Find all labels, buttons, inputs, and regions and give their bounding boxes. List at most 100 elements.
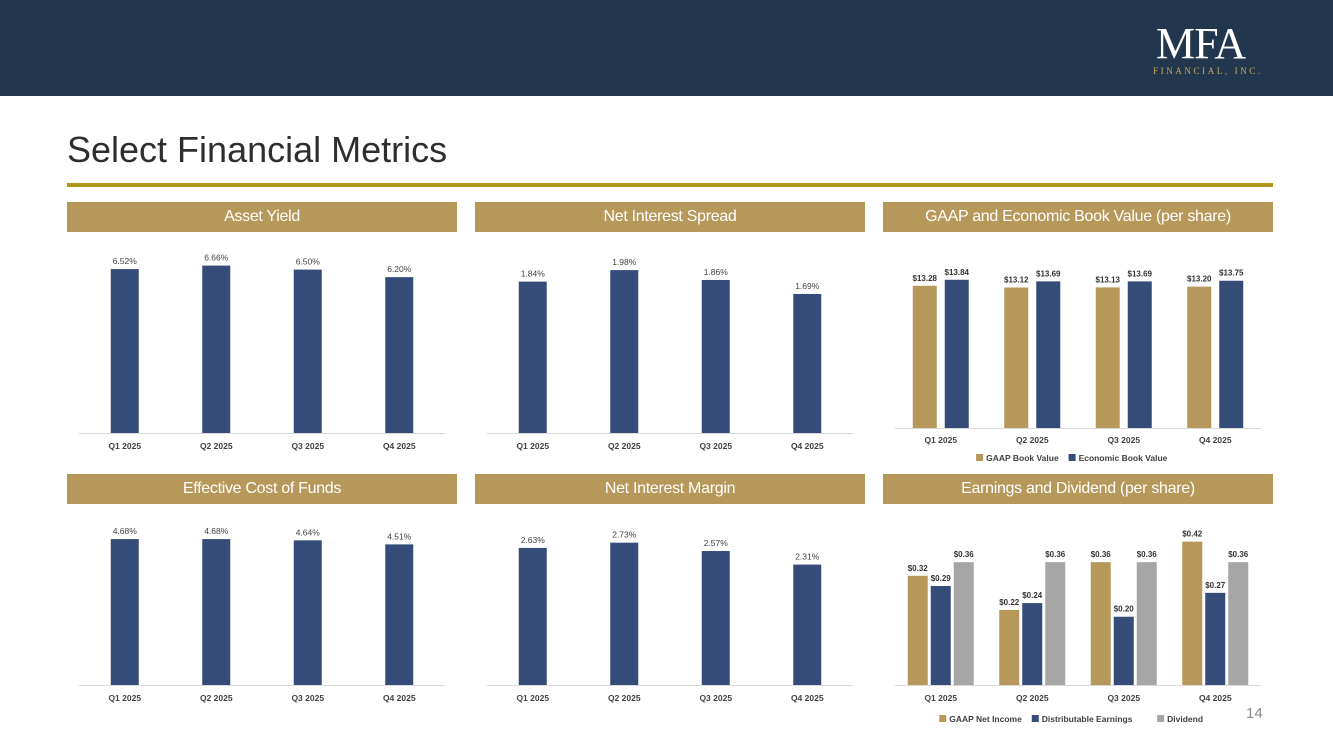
legend-swatch-gaap-book-value: [976, 454, 984, 461]
tick-label-q4-2025: Q4 2025: [791, 693, 824, 703]
data-label-gaap-book-value-q4-2025: $13.20: [1187, 275, 1212, 284]
data-label-net-interest-spread-q3-2025: 1.86%: [704, 267, 729, 277]
bar-net-interest-spread-q4-2025: [793, 293, 822, 433]
bar-asset-yield-q4-2025: [385, 277, 414, 433]
bar-asset-yield-q3-2025: [293, 269, 322, 433]
data-label-dividend-q2-2025: $0.36: [1045, 550, 1066, 559]
bar-dividend-q3-2025: [1136, 562, 1157, 685]
bar-gaap-net-income-q1-2025: [907, 575, 928, 685]
tick-label-q1-2025: Q1 2025: [516, 441, 549, 451]
data-label-distributable-earnings-q2-2025: $0.24: [1022, 591, 1043, 600]
net-interest-spread-chart: 1.84% Q1 2025 1.98% Q2 2025 1.86% Q3 2025 1.69…: [487, 257, 853, 451]
tick-label-q3-2025: Q3 2025: [699, 693, 732, 703]
legend-label-gaap-book-value: GAAP Book Value: [986, 453, 1059, 463]
legend-label-gaap-net-income: GAAP Net Income: [949, 714, 1022, 724]
tick-label-q2-2025: Q2 2025: [608, 693, 641, 703]
data-label-gaap-net-income-q4-2025: $0.42: [1182, 530, 1203, 539]
tick-label-q2-2025: Q2 2025: [608, 441, 641, 451]
data-label-dividend-q3-2025: $0.36: [1137, 550, 1158, 559]
logo-subtitle: FINANCIAL, INC.: [1153, 66, 1263, 76]
cost-of-funds-chart: 4.68% Q1 2025 4.68% Q2 2025 4.64% Q3 2025 4.51…: [79, 526, 445, 703]
tick-label-q2-2025: Q2 2025: [200, 441, 233, 451]
panel-header-book-value: GAAP and Economic Book Value (per share): [883, 202, 1273, 232]
bar-distributable-earnings-q1-2025: [930, 586, 951, 685]
data-label-distributable-earnings-q1-2025: $0.29: [931, 574, 952, 583]
company-logo: MFA FINANCIAL, INC.: [1150, 20, 1275, 82]
book-value-chart: $13.28 $13.84 Q1 2025 $13.12 $13.69 Q2 2025 $1…: [895, 268, 1261, 463]
tick-label-q4-2025: Q4 2025: [791, 441, 824, 451]
tick-label-q1-2025: Q1 2025: [108, 441, 141, 451]
bar-gaap-book-value-q2-2025: [1004, 287, 1029, 428]
panel-header-net-interest-margin: Net Interest Margin: [475, 474, 865, 504]
header-bar: MFA FINANCIAL, INC.: [0, 0, 1333, 96]
bar-net-interest-margin-q2-2025: [610, 542, 639, 685]
data-label-economic-book-value-q3-2025: $13.69: [1128, 269, 1153, 278]
bar-dividend-q1-2025: [953, 562, 974, 685]
tick-label-q3-2025: Q3 2025: [1107, 693, 1140, 703]
bar-distributable-earnings-q2-2025: [1022, 603, 1043, 685]
legend-swatch-distributable-earnings: [1031, 715, 1039, 722]
data-label-asset-yield-q3-2025: 6.50%: [296, 257, 321, 267]
legend-swatch-economic-book-value: [1068, 454, 1076, 461]
data-label-net-interest-margin-q4-2025: 2.31%: [795, 552, 820, 562]
bar-economic-book-value-q1-2025: [944, 279, 969, 428]
bar-effective-cost-of-funds-q4-2025: [385, 544, 414, 685]
legend-swatch-dividend: [1157, 715, 1165, 722]
page-title: Select Financial Metrics: [67, 129, 448, 170]
data-label-asset-yield-q2-2025: 6.66%: [204, 253, 229, 263]
data-label-gaap-book-value-q2-2025: $13.12: [1004, 275, 1029, 284]
data-label-net-interest-spread-q4-2025: 1.69%: [795, 281, 820, 291]
tick-label-q1-2025: Q1 2025: [924, 435, 957, 445]
tick-label-q4-2025: Q4 2025: [383, 441, 416, 451]
data-label-economic-book-value-q1-2025: $13.84: [945, 268, 970, 277]
bar-asset-yield-q1-2025: [110, 269, 139, 433]
tick-label-q1-2025: Q1 2025: [516, 693, 549, 703]
bar-net-interest-spread-q3-2025: [701, 279, 730, 433]
tick-label-q3-2025: Q3 2025: [291, 441, 324, 451]
bar-distributable-earnings-q3-2025: [1113, 616, 1134, 685]
logo-wordmark: MFA: [1156, 19, 1246, 68]
tick-label-q2-2025: Q2 2025: [1016, 435, 1049, 445]
tick-label-q1-2025: Q1 2025: [108, 693, 141, 703]
bar-net-interest-margin-q3-2025: [701, 551, 730, 685]
net-interest-margin-chart: 2.63% Q1 2025 2.73% Q2 2025 2.57% Q3 2025 2.31…: [487, 530, 853, 703]
bar-economic-book-value-q4-2025: [1219, 280, 1244, 428]
legend-label-economic-book-value: Economic Book Value: [1079, 453, 1168, 463]
data-label-gaap-net-income-q3-2025: $0.36: [1091, 550, 1112, 559]
bar-gaap-book-value-q4-2025: [1187, 286, 1212, 428]
data-label-gaap-book-value-q1-2025: $13.28: [913, 274, 938, 283]
panel-header-cost-of-funds: Effective Cost of Funds: [67, 474, 457, 504]
bar-asset-yield-q2-2025: [202, 265, 231, 433]
tick-label-q3-2025: Q3 2025: [1107, 435, 1140, 445]
data-label-net-interest-margin-q1-2025: 2.63%: [521, 535, 546, 545]
panel-header-asset-yield: Asset Yield: [67, 202, 457, 232]
bar-dividend-q4-2025: [1228, 562, 1249, 685]
data-label-gaap-net-income-q2-2025: $0.22: [999, 598, 1020, 607]
bar-net-interest-margin-q1-2025: [518, 547, 547, 685]
bar-gaap-net-income-q4-2025: [1182, 541, 1203, 685]
panel-header-net-interest-spread: Net Interest Spread: [475, 202, 865, 232]
tick-label-q3-2025: Q3 2025: [699, 441, 732, 451]
data-label-net-interest-spread-q1-2025: 1.84%: [521, 269, 546, 279]
bar-economic-book-value-q3-2025: [1127, 281, 1152, 428]
data-label-net-interest-margin-q2-2025: 2.73%: [612, 530, 637, 540]
bar-effective-cost-of-funds-q2-2025: [202, 539, 231, 685]
bar-dividend-q2-2025: [1045, 562, 1066, 685]
tick-label-q4-2025: Q4 2025: [1199, 435, 1232, 445]
bar-effective-cost-of-funds-q1-2025: [110, 539, 139, 685]
tick-label-q2-2025: Q2 2025: [200, 693, 233, 703]
data-label-effective-cost-of-funds-q1-2025: 4.68%: [113, 526, 138, 536]
bar-gaap-book-value-q3-2025: [1095, 287, 1120, 428]
tick-label-q4-2025: Q4 2025: [383, 693, 416, 703]
bar-gaap-net-income-q2-2025: [999, 609, 1020, 685]
bar-economic-book-value-q2-2025: [1036, 281, 1061, 428]
asset-yield-chart: 6.52% Q1 2025 6.66% Q2 2025 6.50% Q3 2025 6.20…: [79, 253, 445, 451]
legend-label-dividend: Dividend: [1167, 714, 1203, 724]
data-label-dividend-q4-2025: $0.36: [1228, 550, 1249, 559]
data-label-effective-cost-of-funds-q4-2025: 4.51%: [387, 531, 412, 541]
data-label-net-interest-spread-q2-2025: 1.98%: [612, 257, 637, 267]
tick-label-q2-2025: Q2 2025: [1016, 693, 1049, 703]
title-divider: [67, 183, 1273, 187]
data-label-economic-book-value-q2-2025: $13.69: [1036, 269, 1061, 278]
bar-gaap-book-value-q1-2025: [912, 285, 937, 428]
